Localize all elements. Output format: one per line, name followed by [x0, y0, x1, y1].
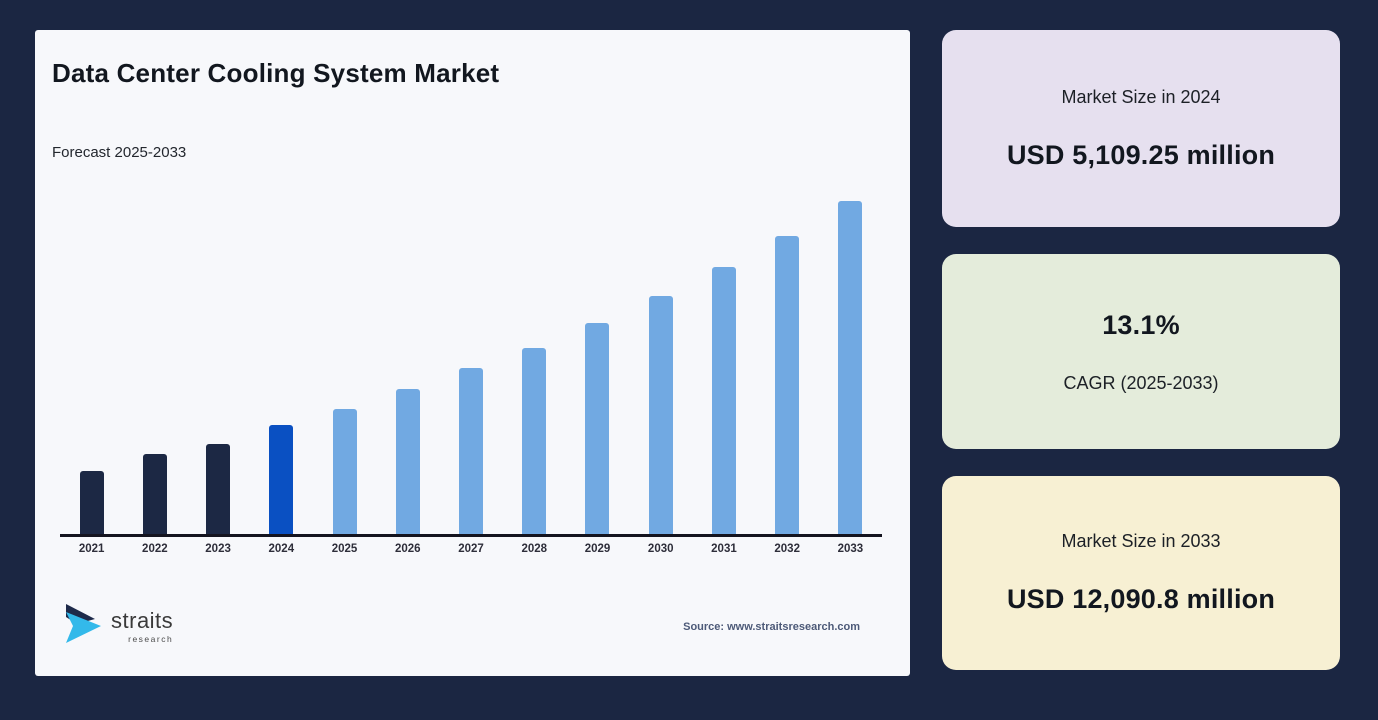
stat-value: USD 12,090.8 million [1006, 584, 1276, 614]
bar-column-2031 [692, 200, 755, 534]
chart-subtitle: Forecast 2025-2033 [52, 144, 187, 161]
bar-column-2028 [503, 200, 566, 534]
x-axis-label-2032: 2032 [774, 543, 800, 555]
x-axis-label-2030: 2030 [647, 543, 674, 555]
stat-value: USD 5,109.25 million [1006, 139, 1276, 170]
bar-column-2023 [186, 200, 249, 534]
x-axis-label-2033: 2033 [837, 543, 864, 555]
bar-2026 [395, 389, 420, 534]
bar-column-2025 [313, 200, 376, 534]
x-axis-label-2028: 2028 [521, 543, 548, 555]
x-axis-label-2025: 2025 [331, 543, 358, 555]
bar-2024 [269, 425, 294, 534]
bar-column-2032 [756, 200, 819, 534]
stat-card-cagr: 13.1% CAGR (2025-2033) [942, 254, 1340, 449]
bar-2028 [522, 348, 547, 534]
stat-label: CAGR (2025-2033) [1063, 372, 1219, 393]
stat-label: Market Size in 2024 [1061, 86, 1221, 107]
brand-text: straits research [111, 607, 174, 644]
stats-column: Market Size in 2024 USD 5,109.25 million… [942, 30, 1340, 670]
x-axis-label-2031: 2031 [711, 543, 737, 555]
bar-column-2029 [566, 200, 629, 534]
bar-2030 [648, 296, 673, 534]
chart-card: Data Center Cooling System Market Foreca… [35, 30, 910, 676]
bar-column-2024 [250, 200, 313, 534]
bar-column-2026 [376, 200, 439, 534]
bar-column-2027 [439, 200, 502, 534]
stat-value: 13.1% [1102, 309, 1180, 340]
bar-column-2030 [629, 200, 692, 534]
stat-card-market-size-2033: Market Size in 2033 USD 12,090.8 million [942, 476, 1340, 670]
bar-2022 [142, 454, 167, 534]
straits-logo-icon [63, 603, 107, 650]
bar-2027 [459, 368, 484, 534]
bar-2025 [332, 409, 357, 534]
stat-label: Market Size in 2033 [1061, 531, 1221, 551]
x-axis-label-2026: 2026 [394, 543, 421, 555]
bar-chart: 2021 2022 2023 2024 2025 2026 2027 2028 2029 2030… [60, 200, 882, 555]
bar-2031 [711, 267, 736, 534]
bar-column-2022 [123, 200, 186, 534]
brand-tagline: research [128, 633, 174, 644]
x-axis-label-2027: 2027 [458, 543, 484, 555]
x-axis-label-2021: 2021 [78, 543, 105, 555]
bar-2021 [79, 471, 104, 534]
brand-logo: straits research [63, 603, 173, 650]
x-axis-label-2022: 2022 [142, 543, 168, 555]
x-axis-label-2029: 2029 [584, 543, 611, 555]
source-text: Source: www.straitsresearch.com [683, 620, 860, 633]
bar-2032 [775, 236, 800, 534]
chart-footer: straits research Source: www.straitsrese… [35, 603, 910, 650]
chart-title: Data Center Cooling System Market [52, 58, 500, 88]
bar-2023 [206, 444, 231, 534]
bar-2029 [585, 323, 610, 534]
x-axis-label-2024: 2024 [268, 543, 295, 555]
x-axis-label-2023: 2023 [205, 543, 231, 555]
bar-chart-plot-area [60, 200, 882, 537]
bar-column-2033 [819, 200, 882, 534]
brand-name: straits [111, 607, 174, 633]
x-axis-labels: 2021 2022 2023 2024 2025 2026 2027 2028 2029 2030… [60, 543, 882, 555]
bar-2033 [838, 201, 863, 534]
bar-column-2021 [60, 200, 123, 534]
stat-card-market-size-2024: Market Size in 2024 USD 5,109.25 million [942, 30, 1340, 227]
